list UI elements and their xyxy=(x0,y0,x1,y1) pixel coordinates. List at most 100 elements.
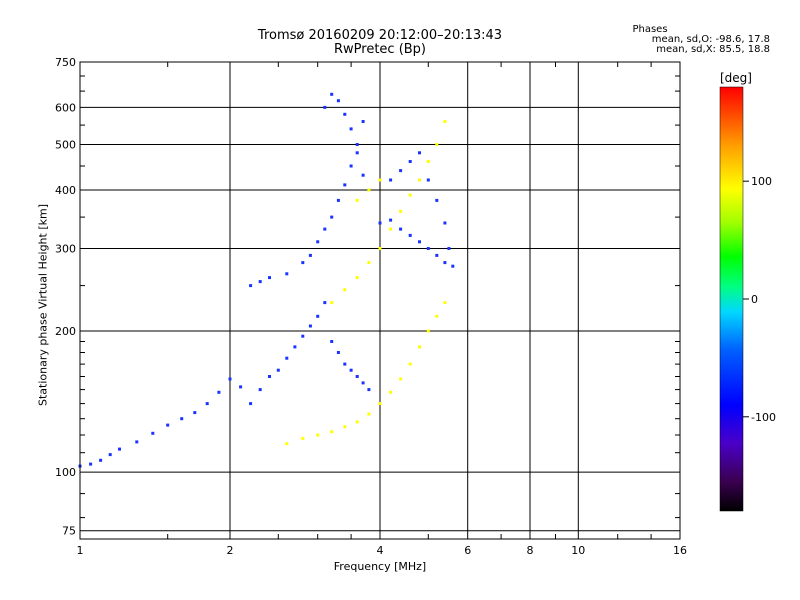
scatter-point-o xyxy=(389,218,393,222)
scatter-point-x xyxy=(408,362,412,366)
scatter-point-o xyxy=(268,276,271,280)
axis-ticks: 1 2 4 6 8 10 16 75 100 200 300 400 500 600 750 xyxy=(55,56,687,557)
scatter-point-o xyxy=(205,402,209,406)
scatter-point-o xyxy=(151,431,155,435)
scatter-point-o xyxy=(447,247,451,250)
colorbar xyxy=(719,86,744,512)
scatter-point-o xyxy=(258,280,262,284)
scatter-point-o xyxy=(301,334,305,338)
x-tick-label: 6 xyxy=(464,544,471,557)
scatter-point-o xyxy=(426,247,430,250)
scatter-point-x xyxy=(435,314,439,318)
x-tick-label: 4 xyxy=(377,544,384,557)
scatter-point-o xyxy=(89,462,93,466)
colorbar-tick-label: 0 xyxy=(751,293,758,306)
y-tick-label: 300 xyxy=(55,243,76,256)
grid-layer xyxy=(80,62,680,539)
scatter-point-o xyxy=(193,411,197,415)
scatter-point-o xyxy=(349,368,353,372)
scatter-point-o xyxy=(349,127,353,131)
scatter-point-x xyxy=(378,402,382,406)
scatter-point-o xyxy=(451,264,455,268)
scatter-point-x xyxy=(443,301,447,305)
phases-x-stats: mean, sd,X: 85.5, 18.8 xyxy=(656,44,770,55)
scatter-point-x xyxy=(399,209,403,213)
scatter-point-x xyxy=(378,178,382,182)
x-axis-label: Frequency [MHz] xyxy=(333,560,427,573)
scatter-point-o xyxy=(355,143,359,146)
y-tick-label: 75 xyxy=(62,525,76,538)
x-tick-label: 8 xyxy=(527,544,534,557)
scatter-point-o xyxy=(249,402,253,406)
scatter-point-o xyxy=(418,151,421,155)
scatter-point-o xyxy=(361,381,365,385)
chart-title: Tromsø 20160209 20:12:00–20:13:43 xyxy=(257,28,503,43)
scatter-point-o xyxy=(180,417,184,421)
scatter-point-o xyxy=(99,458,103,462)
scatter-point-o xyxy=(323,301,327,305)
scatter-point-x xyxy=(435,143,439,146)
scatter-point-o xyxy=(228,377,232,381)
colorbar-unit-label: [deg] xyxy=(720,71,752,85)
phases-o-stats: mean, sd,O: -98.6, 17.8 xyxy=(651,34,770,45)
scatter-point-o xyxy=(323,105,327,109)
scatter-point-x xyxy=(343,425,347,429)
chart-subtitle: RwPretec (Bp) xyxy=(333,42,427,57)
scatter-point-o xyxy=(336,99,340,103)
scatter-point-o xyxy=(330,340,334,343)
scatter-point-o xyxy=(435,198,439,202)
scatter-point-o xyxy=(217,390,221,394)
scatter-point-o xyxy=(367,388,371,392)
scatter-point-x xyxy=(343,288,347,292)
x-tick-label: 10 xyxy=(571,544,585,557)
scatter-point-x xyxy=(316,433,320,437)
colorbar-tick-label: 100 xyxy=(751,175,772,188)
scatter-point-o xyxy=(308,253,312,257)
scatter-point-o xyxy=(378,221,382,225)
scatter-point-o xyxy=(343,112,347,116)
scatter-point-x xyxy=(330,430,334,434)
y-tick-label: 750 xyxy=(55,56,76,69)
scatter-point-o xyxy=(323,227,327,231)
scatter-point-o xyxy=(343,362,347,366)
y-tick-label: 600 xyxy=(55,101,76,114)
scatter-point-o xyxy=(355,151,359,155)
scatter-point-o xyxy=(276,368,280,372)
scatter-point-o xyxy=(316,240,320,244)
scatter-point-o xyxy=(389,178,393,182)
scatter-point-o xyxy=(443,261,447,265)
scatter-point-x xyxy=(301,436,305,440)
x-tick-label: 2 xyxy=(227,544,234,557)
scatter-point-x xyxy=(443,120,447,123)
scatter-point-o xyxy=(336,351,340,354)
scatter-point-o xyxy=(135,440,139,444)
scatter-point-x xyxy=(367,188,371,192)
scatter-point-o xyxy=(355,375,359,378)
scatter-point-o xyxy=(108,453,112,457)
scatter-point-o xyxy=(336,198,340,202)
scatter-point-o xyxy=(293,345,297,349)
scatter-point-o xyxy=(239,385,243,389)
scatter-point-x xyxy=(355,420,359,424)
scatter-point-o xyxy=(249,284,253,288)
colorbar-tick-label: -100 xyxy=(751,411,776,424)
plot-frame xyxy=(79,61,681,540)
scatter-point-o xyxy=(268,375,271,378)
phases-box-title: Phases xyxy=(632,24,668,35)
scatter-point-x xyxy=(426,329,430,333)
scatter-point-o xyxy=(330,92,334,96)
scatter-point-o xyxy=(285,272,289,276)
scatter-point-o xyxy=(343,183,347,187)
scatter-point-o xyxy=(399,227,403,231)
scatter-point-x xyxy=(330,301,334,305)
scatter-points xyxy=(78,92,455,468)
scatter-point-x xyxy=(389,227,393,231)
scatter-point-o xyxy=(408,160,412,163)
scatter-point-x xyxy=(399,377,403,381)
x-tick-label: 1 xyxy=(77,544,84,557)
y-axis-label: Stationary phase Virtual Height [km] xyxy=(36,203,50,407)
scatter-point-x xyxy=(418,345,421,349)
scatter-point-x xyxy=(418,178,421,182)
scatter-point-o xyxy=(301,261,305,265)
